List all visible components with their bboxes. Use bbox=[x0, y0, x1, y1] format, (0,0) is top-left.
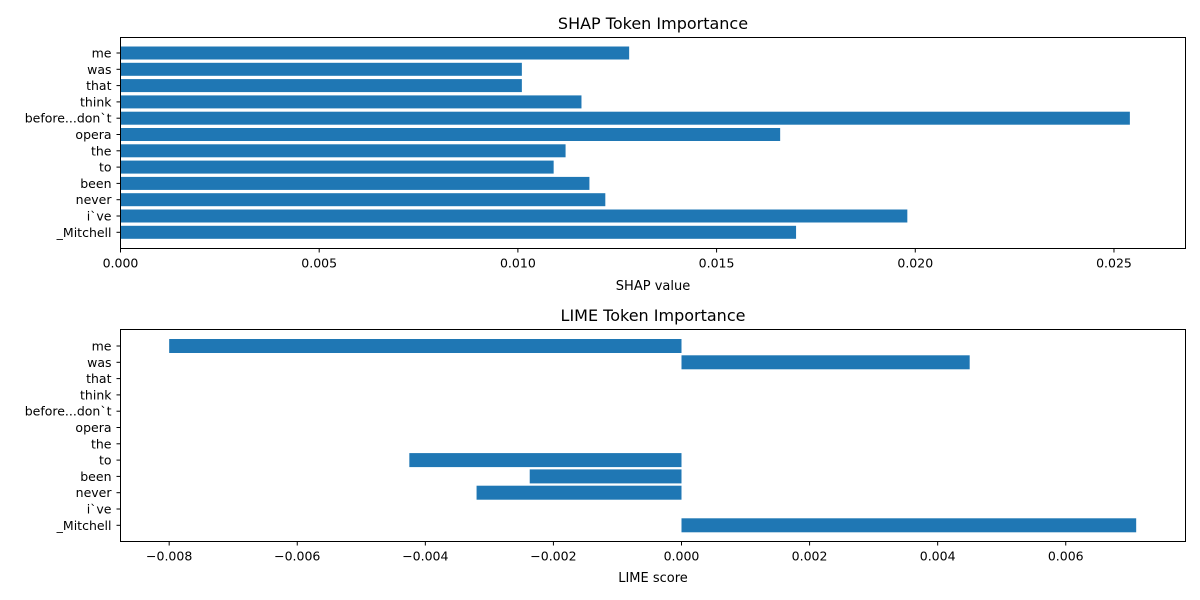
shap-chart-title: SHAP Token Importance bbox=[558, 14, 748, 33]
shap-y-tick-label-11: _Mitchell bbox=[56, 225, 112, 240]
lime-plot-frame bbox=[120, 329, 1186, 542]
lime-y-tick-label-4: before...don`t bbox=[25, 404, 112, 419]
lime-bar-0 bbox=[169, 339, 682, 353]
lime-x-tick-label-7: 0.006 bbox=[1048, 549, 1084, 564]
lime-x-ticks: −0.008 −0.006 −0.004 −0.002 0.000 0.002 0.004 0… bbox=[146, 541, 1084, 564]
shap-bar-3 bbox=[120, 95, 582, 109]
shap-bar-10 bbox=[120, 209, 908, 223]
lime-x-tick-label-4: 0.000 bbox=[664, 549, 700, 564]
shap-bar-5 bbox=[120, 128, 781, 141]
lime-bar-9 bbox=[476, 485, 682, 500]
shap-bar-4 bbox=[120, 111, 1130, 125]
shap-y-tick-label-2: that bbox=[86, 78, 111, 93]
shap-bar-7 bbox=[120, 160, 554, 174]
shap-y-tick-label-3: think bbox=[80, 94, 112, 109]
lime-y-tick-label-9: never bbox=[76, 485, 113, 500]
shap-bar-1 bbox=[120, 62, 522, 76]
shap-x-axis-label: SHAP value bbox=[616, 279, 690, 294]
lime-x-tick-label-1: −0.006 bbox=[274, 549, 320, 564]
lime-y-tick-label-3: think bbox=[80, 387, 112, 402]
shap-x-tick-label-2: 0.010 bbox=[500, 256, 536, 271]
lime-x-tick-label-6: 0.004 bbox=[920, 549, 956, 564]
lime-chart-title: LIME Token Importance bbox=[561, 306, 746, 325]
shap-y-tick-label-6: the bbox=[91, 143, 112, 158]
lime-bar-11 bbox=[681, 518, 1137, 533]
lime-y-tick-label-0: me bbox=[92, 339, 112, 354]
lime-y-tick-label-7: to bbox=[99, 453, 112, 468]
lime-x-axis-label: LIME score bbox=[618, 571, 688, 586]
lime-y-tick-label-5: opera bbox=[75, 420, 111, 435]
lime-x-tick-label-0: −0.008 bbox=[146, 549, 192, 564]
shap-y-tick-label-8: been bbox=[80, 176, 111, 191]
shap-y-tick-label-4: before...don`t bbox=[25, 111, 112, 126]
shap-bar-9 bbox=[120, 193, 606, 207]
shap-x-tick-label-5: 0.025 bbox=[1096, 256, 1132, 271]
lime-y-tick-label-2: that bbox=[86, 371, 111, 386]
lime-y-tick-label-11: _Mitchell bbox=[56, 518, 112, 533]
shap-bar-0 bbox=[120, 46, 630, 60]
shap-y-tick-label-5: opera bbox=[75, 127, 111, 142]
shap-y-tick-label-0: me bbox=[92, 46, 112, 61]
shap-x-tick-label-3: 0.015 bbox=[699, 256, 735, 271]
shap-x-ticks: 0.000 0.005 0.010 0.015 0.020 0.025 bbox=[103, 248, 1132, 271]
lime-x-tick-label-3: −0.002 bbox=[530, 549, 576, 564]
lime-bar-8 bbox=[529, 469, 682, 484]
shap-x-tick-label-4: 0.020 bbox=[897, 256, 933, 271]
shap-bar-6 bbox=[120, 144, 566, 158]
shap-x-tick-label-0: 0.000 bbox=[103, 256, 139, 271]
lime-bars bbox=[169, 339, 1137, 533]
lime-y-tick-label-1: was bbox=[87, 355, 111, 370]
lime-x-tick-label-2: −0.004 bbox=[402, 549, 448, 564]
lime-bar-7 bbox=[409, 453, 682, 468]
lime-y-tick-label-8: been bbox=[80, 469, 111, 484]
shap-bar-8 bbox=[120, 176, 590, 190]
lime-bar-1 bbox=[681, 355, 970, 370]
shap-bars bbox=[120, 46, 1130, 239]
shap-bar-11 bbox=[120, 225, 797, 239]
shap-x-tick-label-1: 0.005 bbox=[301, 256, 337, 271]
shap-y-tick-label-9: never bbox=[76, 192, 113, 207]
shap-y-tick-label-1: was bbox=[87, 62, 111, 77]
shap-y-tick-label-10: i`ve bbox=[87, 209, 112, 224]
lime-y-tick-label-10: i`ve bbox=[87, 502, 112, 517]
shap-y-tick-label-7: to bbox=[99, 160, 112, 175]
lime-x-tick-label-5: 0.002 bbox=[792, 549, 828, 564]
shap-bar-2 bbox=[120, 79, 522, 93]
shap-plot-frame bbox=[120, 37, 1186, 249]
lime-y-tick-label-6: the bbox=[91, 436, 112, 451]
